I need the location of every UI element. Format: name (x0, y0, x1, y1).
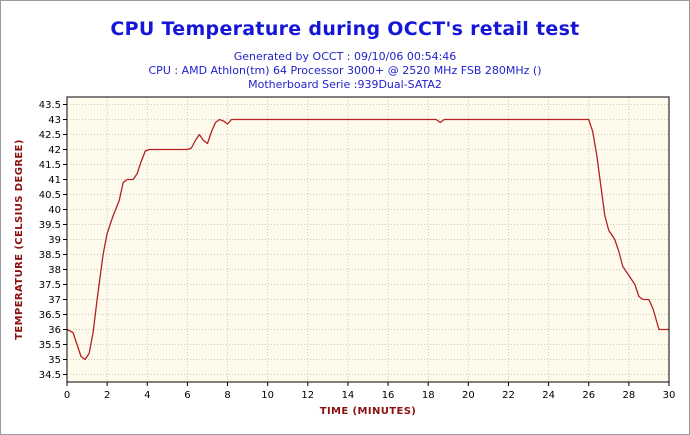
y-tick-label: 38.5 (39, 250, 61, 261)
x-tick-label: 20 (462, 390, 475, 401)
chart-subtitle-generated: Generated by OCCT : 09/10/06 00:54:46 (233, 50, 457, 63)
x-tick-label: 24 (542, 390, 555, 401)
x-tick-label: 0 (64, 390, 70, 401)
y-tick-label: 42 (48, 145, 61, 156)
chart-subtitle-cpu: CPU : AMD Athlon(tm) 64 Processor 3000+ … (148, 64, 542, 77)
y-tick-label: 41 (48, 175, 61, 186)
y-tick-label: 37.5 (39, 280, 61, 291)
y-tick-label: 40.5 (39, 190, 61, 201)
y-axis-label: TEMPERATURE (CELSIUS DEGREE) (14, 139, 25, 340)
y-tick-label: 39.5 (39, 220, 61, 231)
grid-lines (66, 97, 670, 382)
x-tick-label: 18 (422, 390, 435, 401)
y-tick-label: 43 (48, 115, 61, 126)
x-axis-ticks: 0 2 4 6 8 10 12 14 16 18 20 22 24 26 28 30 (64, 382, 676, 401)
x-tick-label: 16 (382, 390, 395, 401)
chart-title: CPU Temperature during OCCT's retail tes… (110, 18, 580, 40)
y-tick-label: 37 (48, 295, 61, 306)
y-tick-label: 34.5 (39, 370, 61, 381)
y-tick-label: 35 (48, 355, 61, 366)
x-tick-label: 12 (301, 390, 314, 401)
x-tick-label: 6 (184, 390, 190, 401)
x-tick-label: 2 (104, 390, 110, 401)
y-tick-label: 38 (48, 265, 61, 276)
x-tick-label: 30 (663, 390, 676, 401)
y-tick-label: 35.5 (39, 340, 61, 351)
x-tick-label: 10 (261, 390, 274, 401)
x-tick-label: 28 (622, 390, 635, 401)
x-tick-label: 26 (582, 390, 595, 401)
chart-subtitle-motherboard: Motherboard Serie :939Dual-SATA2 (248, 78, 442, 91)
x-tick-label: 4 (144, 390, 150, 401)
temperature-series-line (66, 118, 669, 361)
x-tick-label: 14 (342, 390, 355, 401)
y-tick-label: 36 (48, 325, 61, 336)
y-tick-label: 36.5 (39, 310, 61, 321)
y-tick-label: 43.5 (39, 100, 61, 111)
x-tick-label: 22 (502, 390, 515, 401)
y-tick-label: 41.5 (39, 160, 61, 171)
y-axis-ticks: 34.5 35 35.5 36 36.5 37 37.5 38 38.5 39 39.5 40 40.5… (39, 100, 67, 381)
y-tick-label: 40 (48, 205, 61, 216)
y-tick-label: 39 (48, 235, 61, 246)
y-tick-label: 42.5 (39, 130, 61, 141)
x-tick-label: 8 (224, 390, 230, 401)
x-axis-label: TIME (MINUTES) (320, 406, 417, 417)
plot-border (66, 96, 670, 383)
